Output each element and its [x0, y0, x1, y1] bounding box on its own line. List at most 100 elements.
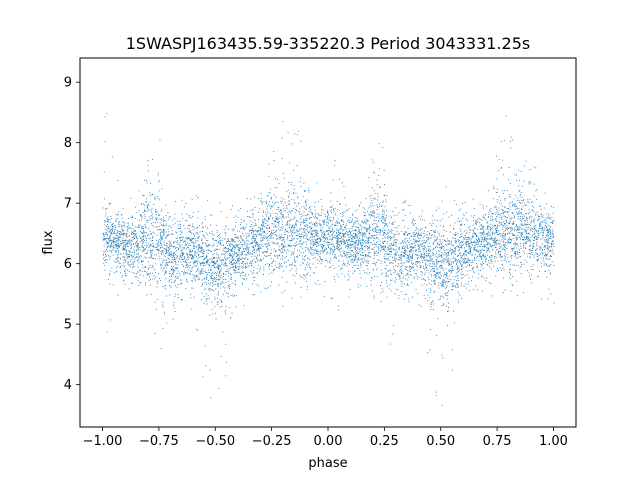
data-point — [504, 253, 506, 254]
data-point — [552, 230, 554, 232]
data-point — [177, 270, 179, 272]
data-point — [180, 279, 181, 281]
data-point — [484, 255, 486, 257]
data-point — [303, 241, 305, 243]
data-point — [190, 297, 192, 299]
data-point — [261, 259, 263, 261]
data-point — [483, 226, 484, 228]
data-point — [191, 250, 193, 252]
data-point — [542, 228, 544, 230]
data-point — [369, 233, 370, 234]
data-point — [129, 249, 130, 251]
data-point — [135, 233, 137, 235]
data-point — [406, 247, 408, 249]
data-point — [537, 259, 539, 261]
data-point — [317, 239, 319, 241]
data-point — [190, 240, 192, 242]
data-point — [414, 277, 415, 279]
data-point — [190, 251, 191, 252]
data-point — [230, 209, 232, 210]
data-point — [315, 251, 317, 252]
data-point — [314, 230, 316, 232]
data-point — [241, 246, 243, 248]
data-point — [283, 248, 285, 250]
data-point — [289, 235, 291, 237]
data-point — [256, 249, 258, 251]
data-point — [385, 201, 387, 203]
data-point — [429, 222, 431, 224]
data-point — [294, 256, 296, 258]
data-point — [133, 250, 135, 252]
data-point — [288, 182, 290, 183]
data-point — [199, 235, 200, 237]
data-point — [423, 250, 425, 252]
data-point — [226, 247, 228, 249]
data-point — [380, 245, 382, 247]
data-point — [366, 229, 368, 231]
data-point — [433, 268, 434, 269]
data-point — [260, 259, 262, 261]
data-point — [495, 229, 497, 231]
data-point — [548, 229, 550, 230]
data-point — [109, 203, 111, 205]
data-point — [273, 269, 275, 270]
data-point — [339, 232, 340, 234]
data-point — [428, 265, 430, 267]
data-point — [243, 220, 244, 222]
data-point — [255, 257, 257, 258]
data-point — [264, 251, 266, 252]
data-point — [264, 235, 266, 237]
data-point — [296, 165, 298, 166]
data-point — [440, 246, 442, 248]
data-point — [430, 304, 432, 305]
data-point — [436, 263, 438, 264]
data-point — [525, 248, 526, 249]
data-point — [460, 282, 462, 284]
data-point — [287, 231, 288, 233]
data-point — [407, 228, 409, 229]
data-point — [141, 241, 143, 243]
data-point — [253, 230, 255, 232]
data-point — [179, 239, 181, 241]
data-point — [310, 209, 312, 211]
data-point — [406, 272, 408, 274]
data-point — [532, 250, 534, 251]
data-point — [502, 190, 504, 192]
data-point — [489, 243, 491, 245]
data-point — [496, 234, 498, 236]
data-point — [501, 216, 503, 218]
data-point — [138, 256, 140, 258]
data-point — [447, 243, 449, 245]
data-point — [523, 263, 525, 265]
data-point — [395, 249, 397, 251]
data-point — [275, 216, 277, 218]
data-point — [485, 280, 487, 282]
data-point — [216, 283, 218, 285]
data-point — [291, 262, 293, 264]
data-point — [465, 251, 467, 253]
data-point — [402, 262, 404, 264]
data-point — [167, 233, 169, 235]
data-point — [524, 243, 526, 245]
data-point — [373, 295, 375, 297]
data-point — [514, 252, 516, 254]
data-point — [383, 232, 385, 234]
data-point — [112, 230, 113, 232]
data-point — [358, 205, 360, 206]
data-point — [310, 227, 312, 229]
data-point — [424, 254, 426, 256]
data-point — [487, 226, 489, 228]
data-point — [406, 254, 408, 256]
data-point — [143, 241, 145, 243]
data-point — [307, 274, 308, 276]
data-point — [324, 237, 326, 239]
data-point — [190, 257, 192, 259]
data-point — [328, 214, 329, 216]
data-point — [213, 262, 215, 263]
data-point — [188, 215, 190, 216]
data-point — [255, 245, 257, 247]
data-point — [549, 250, 551, 252]
data-point — [516, 180, 518, 181]
data-point — [410, 245, 412, 247]
data-point — [524, 224, 526, 225]
